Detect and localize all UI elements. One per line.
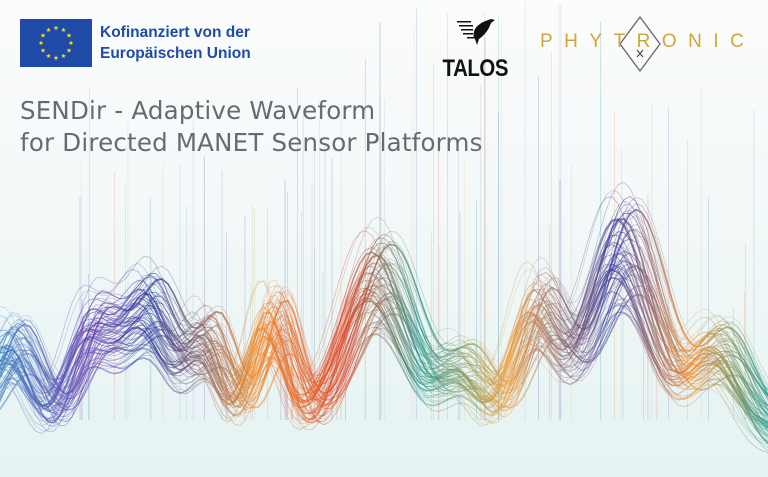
- phytronic-wordmark: PHYTRONIC: [540, 31, 756, 52]
- wave-line: [0, 291, 768, 424]
- wave-line: [0, 260, 768, 416]
- wave-line: [0, 263, 768, 407]
- wave-line: [0, 196, 768, 418]
- wave-line: [0, 244, 768, 402]
- star-icon: [66, 32, 72, 38]
- star-icon: [68, 40, 74, 46]
- star-icon: [46, 53, 51, 59]
- wave-lines: [0, 181, 768, 453]
- talos-logo: TALOS: [437, 15, 511, 83]
- wave-line: [0, 263, 768, 423]
- wave-line: [0, 215, 768, 380]
- star-icon: [66, 47, 72, 53]
- talos-wordmark: TALOS: [442, 55, 509, 82]
- wave-line: [0, 311, 768, 438]
- eu-text-line1: Kofinanziert von der: [100, 24, 250, 41]
- star-icon: [61, 53, 66, 59]
- page-title: SENDir - Adaptive Waveform for Directed …: [20, 95, 483, 159]
- star-icon: [53, 55, 59, 61]
- star-icon: [40, 47, 46, 53]
- star-icon: [38, 40, 44, 46]
- wave-line: [0, 265, 768, 427]
- wave-line: [0, 284, 768, 426]
- wave-line: [0, 213, 768, 391]
- wave-line: [0, 223, 768, 401]
- wave-line: [0, 282, 768, 413]
- wave-line: [0, 263, 768, 421]
- diamond-icon: [619, 16, 661, 72]
- star-icon: [40, 32, 46, 38]
- eu-flag-icon: [20, 19, 92, 67]
- wave-line: [0, 204, 768, 397]
- star-icon: [53, 25, 59, 31]
- wave-line: [0, 202, 768, 397]
- star-icon: [61, 27, 66, 33]
- eu-cofunding-logo: Kofinanziert von der Europäischen Union: [20, 19, 251, 67]
- phytronic-logo: PHYTRONIC: [540, 16, 744, 72]
- bird-icon: [457, 19, 495, 45]
- wave-line: [0, 181, 768, 398]
- title-line1: SENDir - Adaptive Waveform: [20, 96, 376, 125]
- wave-line: [0, 231, 768, 414]
- wave-line: [0, 218, 768, 428]
- wave-line: [0, 260, 768, 451]
- wave-line: [0, 277, 768, 428]
- wave-line: [0, 265, 768, 442]
- wave-line: [0, 228, 768, 411]
- star-icon: [46, 27, 51, 33]
- eu-text-line2: Europäischen Union: [100, 45, 251, 62]
- title-line2: for Directed MANET Sensor Platforms: [20, 128, 483, 157]
- wave-line: [0, 235, 768, 419]
- wave-line: [0, 217, 768, 445]
- wave-line: [0, 272, 768, 443]
